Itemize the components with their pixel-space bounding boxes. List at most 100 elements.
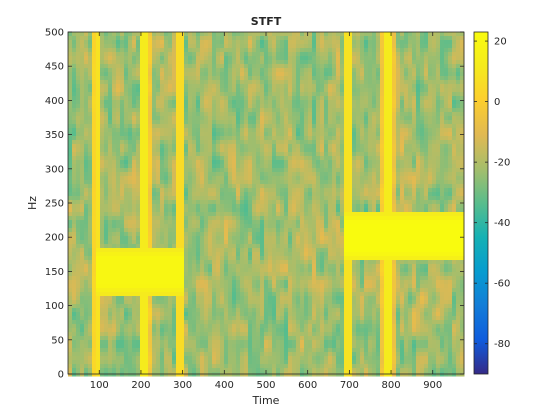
heatmap-cell <box>72 60 77 65</box>
heatmap-cell <box>328 72 333 77</box>
heatmap-cell <box>132 84 137 89</box>
heatmap-cell <box>292 144 297 149</box>
heatmap-cell <box>348 192 353 197</box>
heatmap-cell <box>396 208 401 213</box>
heatmap-cell <box>404 108 409 113</box>
heatmap-cell <box>416 228 421 233</box>
heatmap-cell <box>112 208 117 213</box>
heatmap-cell <box>288 204 293 209</box>
heatmap-cell <box>104 120 109 125</box>
heatmap-cell <box>360 112 365 117</box>
heatmap-cell <box>236 140 241 145</box>
heatmap-cell <box>152 164 157 169</box>
heatmap-cell <box>392 216 397 221</box>
heatmap-cell <box>280 104 285 109</box>
heatmap-cell <box>216 176 221 181</box>
heatmap-cell <box>348 40 353 45</box>
heatmap-cell <box>248 96 253 101</box>
heatmap-cell <box>68 120 73 125</box>
heatmap-cell <box>124 136 129 141</box>
heatmap-cell <box>448 132 453 137</box>
heatmap-cell <box>452 212 457 217</box>
heatmap-cell <box>140 172 145 177</box>
heatmap-cell <box>396 112 401 117</box>
heatmap-cell <box>128 192 133 197</box>
heatmap-cell <box>260 84 265 89</box>
heatmap-cell <box>324 224 329 229</box>
heatmap-cell <box>160 216 165 221</box>
heatmap-cell <box>268 64 273 69</box>
heatmap-cell <box>288 92 293 97</box>
heatmap-cell <box>120 184 125 189</box>
heatmap-cell <box>360 168 365 173</box>
heatmap-cell <box>224 112 229 117</box>
heatmap-cell <box>156 72 161 77</box>
heatmap-cell <box>364 196 369 201</box>
heatmap-cell <box>76 156 81 161</box>
heatmap-cell <box>392 224 397 229</box>
heatmap-cell <box>340 152 345 157</box>
heatmap-cell <box>84 32 89 37</box>
heatmap-cell <box>100 208 105 213</box>
heatmap-cell <box>332 60 337 65</box>
heatmap-cell <box>220 116 225 121</box>
heatmap-cell <box>124 60 129 65</box>
heatmap-cell <box>436 140 441 145</box>
heatmap-cell <box>144 180 149 185</box>
heatmap-cell <box>224 128 229 133</box>
heatmap-cell <box>392 44 397 49</box>
heatmap-cell <box>368 136 373 141</box>
heatmap-cell <box>136 164 141 169</box>
heatmap-cell <box>308 112 313 117</box>
heatmap-cell <box>384 220 389 225</box>
heatmap-cell <box>324 72 329 77</box>
heatmap-cell <box>196 176 201 181</box>
heatmap-cell <box>128 176 133 181</box>
heatmap-cell <box>104 112 109 117</box>
heatmap-cell <box>388 96 393 101</box>
heatmap-cell <box>260 80 265 85</box>
heatmap-cell <box>136 32 141 37</box>
heatmap-cell <box>212 52 217 57</box>
heatmap-cell <box>208 56 213 61</box>
heatmap-cell <box>212 228 217 233</box>
heatmap-cell <box>220 224 225 229</box>
heatmap-cell <box>324 68 329 73</box>
heatmap-cell <box>76 136 81 141</box>
heatmap-cell <box>204 180 209 185</box>
heatmap-cell <box>312 152 317 157</box>
heatmap-cell <box>288 140 293 145</box>
heatmap-cell <box>344 60 349 65</box>
heatmap-cell <box>364 204 369 209</box>
heatmap-cell <box>168 140 173 145</box>
heatmap-cell <box>456 124 461 129</box>
heatmap-cell <box>168 208 173 213</box>
heatmap-cell <box>364 52 369 57</box>
heatmap-cell <box>80 156 85 161</box>
heatmap-cell <box>404 152 409 157</box>
heatmap-cell <box>160 64 165 69</box>
heatmap-cell <box>332 112 337 117</box>
heatmap-cell <box>204 188 209 193</box>
heatmap-cell <box>332 208 337 213</box>
heatmap-cell <box>432 140 437 145</box>
heatmap-cell <box>308 52 313 57</box>
heatmap-cell <box>216 124 221 129</box>
heatmap-cell <box>196 56 201 61</box>
heatmap-cell <box>188 32 193 37</box>
heatmap-cell <box>212 200 217 205</box>
heatmap-cell <box>116 100 121 105</box>
heatmap-cell <box>92 40 97 45</box>
heatmap-cell <box>444 224 449 229</box>
heatmap-cell <box>336 44 341 49</box>
heatmap-cell <box>104 176 109 181</box>
heatmap-cell <box>352 184 357 189</box>
heatmap-cell <box>252 156 257 161</box>
heatmap-cell <box>168 128 173 133</box>
heatmap-cell <box>212 184 217 189</box>
heatmap-cell <box>204 60 209 65</box>
heatmap-cell <box>224 164 229 169</box>
heatmap-cell <box>144 184 149 189</box>
heatmap-cell <box>236 216 241 221</box>
heatmap-cell <box>208 224 213 229</box>
